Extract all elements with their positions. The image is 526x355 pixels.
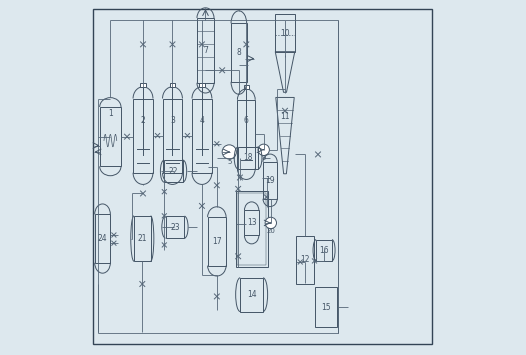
Bar	[199, 83, 205, 87]
Bar	[237, 100, 255, 169]
Bar	[95, 214, 110, 263]
Bar	[134, 216, 150, 261]
Bar	[163, 99, 183, 173]
Text: 9: 9	[261, 155, 266, 161]
Bar	[316, 240, 332, 261]
Text: 3: 3	[170, 116, 175, 125]
Bar	[296, 236, 314, 284]
Bar	[197, 18, 214, 83]
Bar	[231, 23, 247, 82]
Bar	[238, 147, 258, 169]
Text: 24: 24	[98, 234, 107, 243]
Bar	[275, 14, 295, 52]
Text: 11: 11	[280, 112, 290, 121]
Text: 12: 12	[300, 255, 310, 264]
Bar	[170, 83, 175, 87]
Text: 17: 17	[212, 237, 221, 246]
Bar	[236, 191, 268, 267]
Circle shape	[222, 145, 236, 159]
Text: 2: 2	[140, 116, 145, 125]
Text: 16: 16	[319, 246, 329, 255]
Text: 13: 13	[247, 218, 257, 227]
Text: 14: 14	[247, 290, 257, 299]
Bar	[166, 216, 185, 238]
Bar	[192, 99, 212, 173]
Text: 20: 20	[266, 228, 275, 234]
Text: 5: 5	[227, 159, 231, 165]
Text: 1: 1	[108, 109, 113, 118]
Text: 8: 8	[237, 48, 241, 57]
Bar	[133, 99, 153, 173]
Text: 21: 21	[138, 234, 147, 243]
Bar	[164, 160, 183, 182]
Text: 18: 18	[244, 153, 253, 163]
Bar	[100, 107, 121, 166]
Circle shape	[258, 144, 269, 155]
Text: 22: 22	[169, 166, 178, 176]
Text: 23: 23	[170, 223, 180, 232]
Text: 10: 10	[280, 29, 290, 38]
Text: 6: 6	[244, 116, 249, 125]
Bar	[140, 83, 146, 87]
Circle shape	[265, 217, 277, 229]
Text: 4: 4	[199, 116, 205, 125]
Text: 7: 7	[203, 46, 208, 55]
Bar	[263, 162, 277, 199]
Bar	[315, 287, 337, 327]
Bar	[240, 278, 263, 312]
Bar	[237, 192, 266, 266]
Bar	[208, 217, 226, 266]
Bar	[244, 86, 249, 89]
Text: 15: 15	[321, 302, 331, 312]
Text: 19: 19	[265, 176, 275, 185]
Bar	[245, 210, 259, 235]
